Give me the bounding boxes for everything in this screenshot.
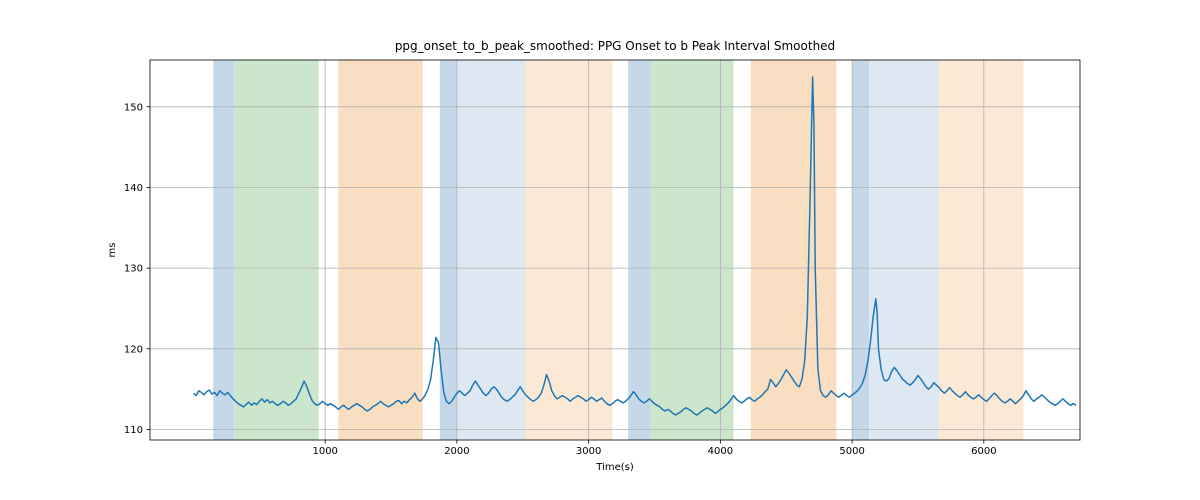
x-tick-label: 6000 [971,446,996,457]
background-region [751,60,837,440]
background-region [651,60,734,440]
y-axis-label: ms [107,243,118,258]
chart-title: ppg_onset_to_b_peak_smoothed: PPG Onset … [395,39,835,53]
background-region [939,60,1023,440]
y-tick-label: 120 [124,344,143,355]
background-region [213,60,234,440]
background-region [869,60,939,440]
y-tick-label: 140 [124,183,143,194]
x-tick-label: 5000 [839,446,864,457]
y-tick-label: 110 [124,425,143,436]
x-axis-label: Time(s) [595,462,634,473]
x-ticks: 1000 2000 3000 4000 5000 6000 [312,440,996,457]
background-regions [213,60,1023,440]
background-region [457,60,525,440]
background-region [852,60,869,440]
y-tick-label: 130 [124,264,143,275]
x-tick-label: 2000 [444,446,469,457]
y-ticks: 110 120 130 140 150 [124,102,150,436]
x-tick-label: 4000 [708,446,733,457]
line-chart: 1000 2000 3000 4000 5000 6000 110 120 130 140 150… [0,0,1200,500]
x-tick-label: 3000 [576,446,601,457]
y-tick-label: 150 [124,102,143,113]
x-tick-label: 1000 [312,446,337,457]
background-region [628,60,650,440]
background-region [338,60,422,440]
background-region [525,60,612,440]
background-region [234,60,318,440]
chart-container: 1000 2000 3000 4000 5000 6000 110 120 130 140 150… [0,0,1200,500]
